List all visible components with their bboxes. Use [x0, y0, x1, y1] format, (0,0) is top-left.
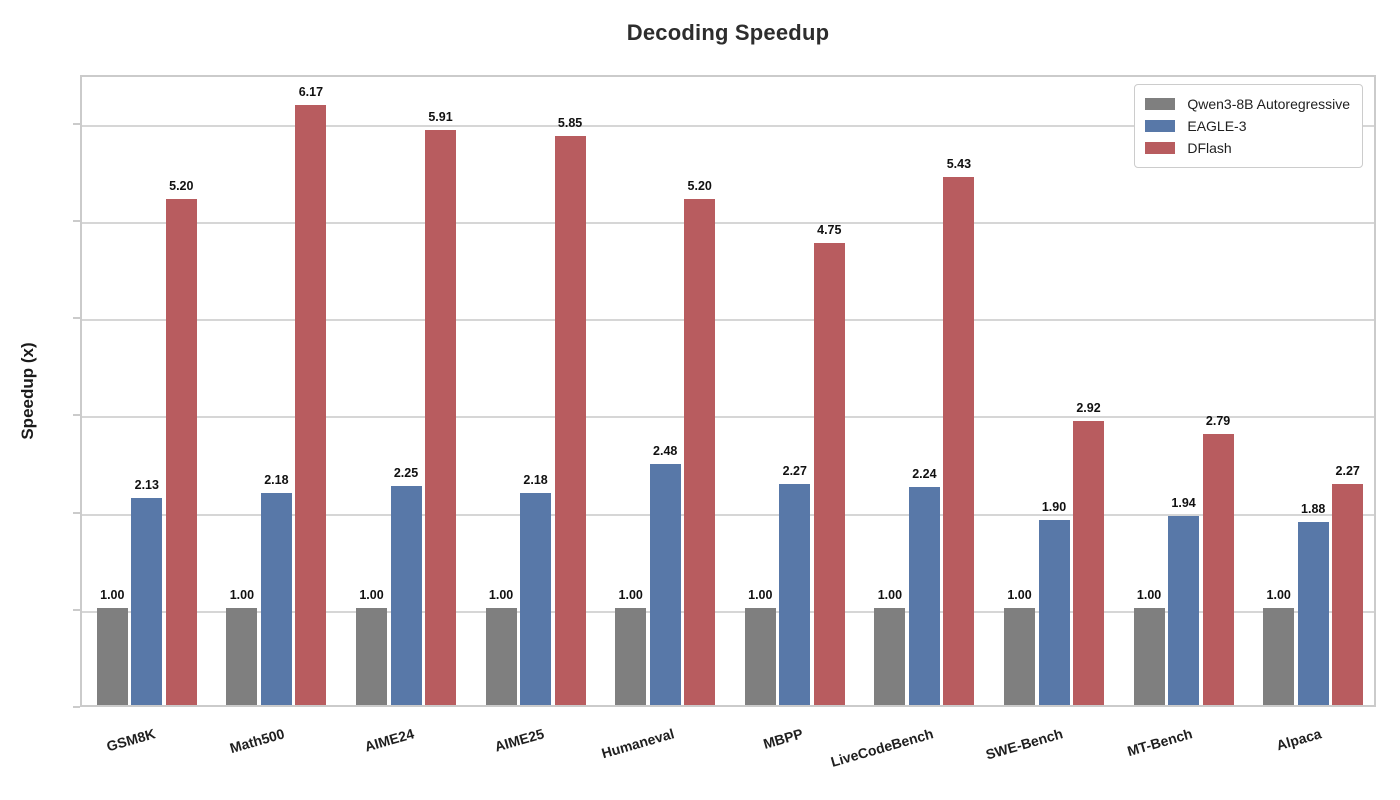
gridline-y5 — [82, 221, 1374, 224]
x-tick-label: SWE-Bench — [983, 725, 1065, 763]
bar-dflash — [1202, 433, 1234, 705]
bar-value-label: 2.27 — [782, 464, 807, 479]
bar-value-label: 1.90 — [1041, 500, 1067, 515]
bar-value-label: 1.00 — [1007, 587, 1032, 602]
legend-swatch-dflash — [1145, 142, 1176, 154]
bar-eagle-3 — [1038, 520, 1070, 705]
bar-dflash — [425, 130, 456, 705]
legend-item-eagle-3: EAGLE-3 — [1145, 115, 1350, 137]
y-axis-label: Speedup (x) — [18, 342, 37, 440]
bar-value-label: 2.24 — [912, 467, 937, 482]
bar-eagle-3 — [390, 486, 422, 705]
x-tick-label: AIME24 — [363, 725, 417, 755]
y-tick-mark — [73, 511, 80, 514]
bar-eagle-3 — [779, 484, 811, 705]
legend-label: Qwen3-8B Autoregressive — [1187, 96, 1350, 112]
bar-value-label: 2.18 — [523, 473, 548, 488]
bar-dflash — [813, 243, 845, 705]
bar-value-label: 2.18 — [264, 473, 289, 488]
legend-swatch-qwen3-8b-autoregressive — [1145, 98, 1176, 110]
legend-item-qwen3-8b-autoregressive: Qwen3-8B Autoregressive — [1145, 93, 1350, 115]
y-tick-mark — [73, 608, 80, 611]
bar-eagle-3 — [649, 463, 681, 705]
gridline-y4 — [82, 319, 1374, 322]
bar-qwen3-8b-autoregressive — [226, 607, 258, 705]
gridline-y1 — [82, 610, 1374, 613]
chart-title: Decoding Speedup — [626, 20, 830, 45]
legend-swatch-eagle-3 — [1145, 120, 1176, 132]
bar-value-label: 1.00 — [877, 587, 903, 602]
x-tick-label: Alpaca — [1274, 725, 1324, 754]
bar-eagle-3 — [260, 493, 292, 705]
y-tick-mark — [73, 219, 80, 222]
bar-value-label: 6.17 — [298, 85, 324, 100]
bar-dflash — [295, 105, 327, 705]
x-tick-label: GSM8K — [104, 725, 158, 755]
bar-value-label: 2.25 — [393, 466, 419, 481]
bar-eagle-3 — [520, 493, 552, 705]
gridline-y2 — [82, 513, 1374, 516]
bar-qwen3-8b-autoregressive — [615, 607, 647, 705]
y-tick-mark — [73, 122, 80, 125]
gridline-y6 — [82, 124, 1374, 127]
bar-qwen3-8b-autoregressive — [1004, 607, 1035, 705]
y-tick-mark — [73, 706, 80, 708]
bar-value-label: 1.00 — [1136, 587, 1162, 602]
legend-label: EAGLE-3 — [1187, 118, 1247, 134]
bar-value-label: 5.43 — [946, 157, 972, 172]
bar-qwen3-8b-autoregressive — [1133, 607, 1165, 705]
bar-dflash — [943, 177, 975, 705]
x-tick-label: Math500 — [228, 725, 287, 757]
bar-dflash — [684, 199, 716, 705]
bar-value-label: 1.00 — [229, 587, 255, 602]
gridline-y3 — [82, 416, 1374, 419]
legend: Qwen3-8B Autoregressive EAGLE-3 DFlash — [1134, 84, 1363, 168]
bar-value-label: 1.00 — [359, 587, 384, 602]
bar-value-label: 1.94 — [1171, 496, 1196, 511]
bar-value-label: 2.27 — [1335, 464, 1360, 479]
bar-qwen3-8b-autoregressive — [96, 607, 128, 705]
plot-area: Qwen3-8B Autoregressive EAGLE-3 DFlash 1.0… — [80, 75, 1376, 707]
x-tick-label: Humaneval — [599, 725, 676, 762]
bar-qwen3-8b-autoregressive — [874, 607, 906, 705]
bar-value-label: 5.20 — [687, 179, 712, 194]
x-tick-label: AIME25 — [492, 725, 546, 755]
bar-qwen3-8b-autoregressive — [744, 607, 776, 705]
bar-eagle-3 — [131, 497, 163, 705]
x-tick-label: MT-Bench — [1125, 725, 1194, 760]
bar-value-label: 5.91 — [428, 110, 453, 125]
bar-value-label: 2.92 — [1076, 401, 1101, 416]
bar-eagle-3 — [1168, 516, 1200, 705]
x-tick-label: LiveCodeBench — [828, 725, 935, 770]
bar-value-label: 5.20 — [169, 179, 194, 194]
bar-value-label: 1.00 — [618, 587, 643, 602]
bar-value-label: 2.13 — [134, 477, 159, 492]
bar-eagle-3 — [1297, 522, 1329, 705]
bar-value-label: 1.00 — [100, 587, 125, 602]
bar-dflash — [1332, 484, 1364, 705]
bar-value-label: 1.88 — [1301, 502, 1326, 517]
y-tick-mark — [73, 414, 80, 417]
bar-value-label: 1.00 — [488, 587, 514, 602]
bar-value-label: 4.75 — [817, 223, 842, 238]
legend-label: DFlash — [1187, 140, 1232, 156]
bar-dflash — [1073, 421, 1104, 705]
bar-eagle-3 — [908, 487, 940, 705]
bar-qwen3-8b-autoregressive — [1263, 607, 1295, 705]
legend-item-dflash: DFlash — [1145, 137, 1350, 159]
bar-value-label: 5.85 — [557, 116, 583, 131]
bar-value-label: 1.00 — [1266, 587, 1291, 602]
bar-qwen3-8b-autoregressive — [485, 607, 517, 705]
bar-dflash — [165, 199, 197, 705]
bar-dflash — [554, 136, 586, 705]
bar-value-label: 1.00 — [748, 587, 773, 602]
bar-qwen3-8b-autoregressive — [356, 607, 387, 705]
bar-value-label: 2.79 — [1205, 413, 1231, 428]
bar-value-label: 2.48 — [653, 443, 678, 458]
y-tick-mark — [73, 317, 80, 320]
x-tick-label: MBPP — [761, 725, 806, 752]
